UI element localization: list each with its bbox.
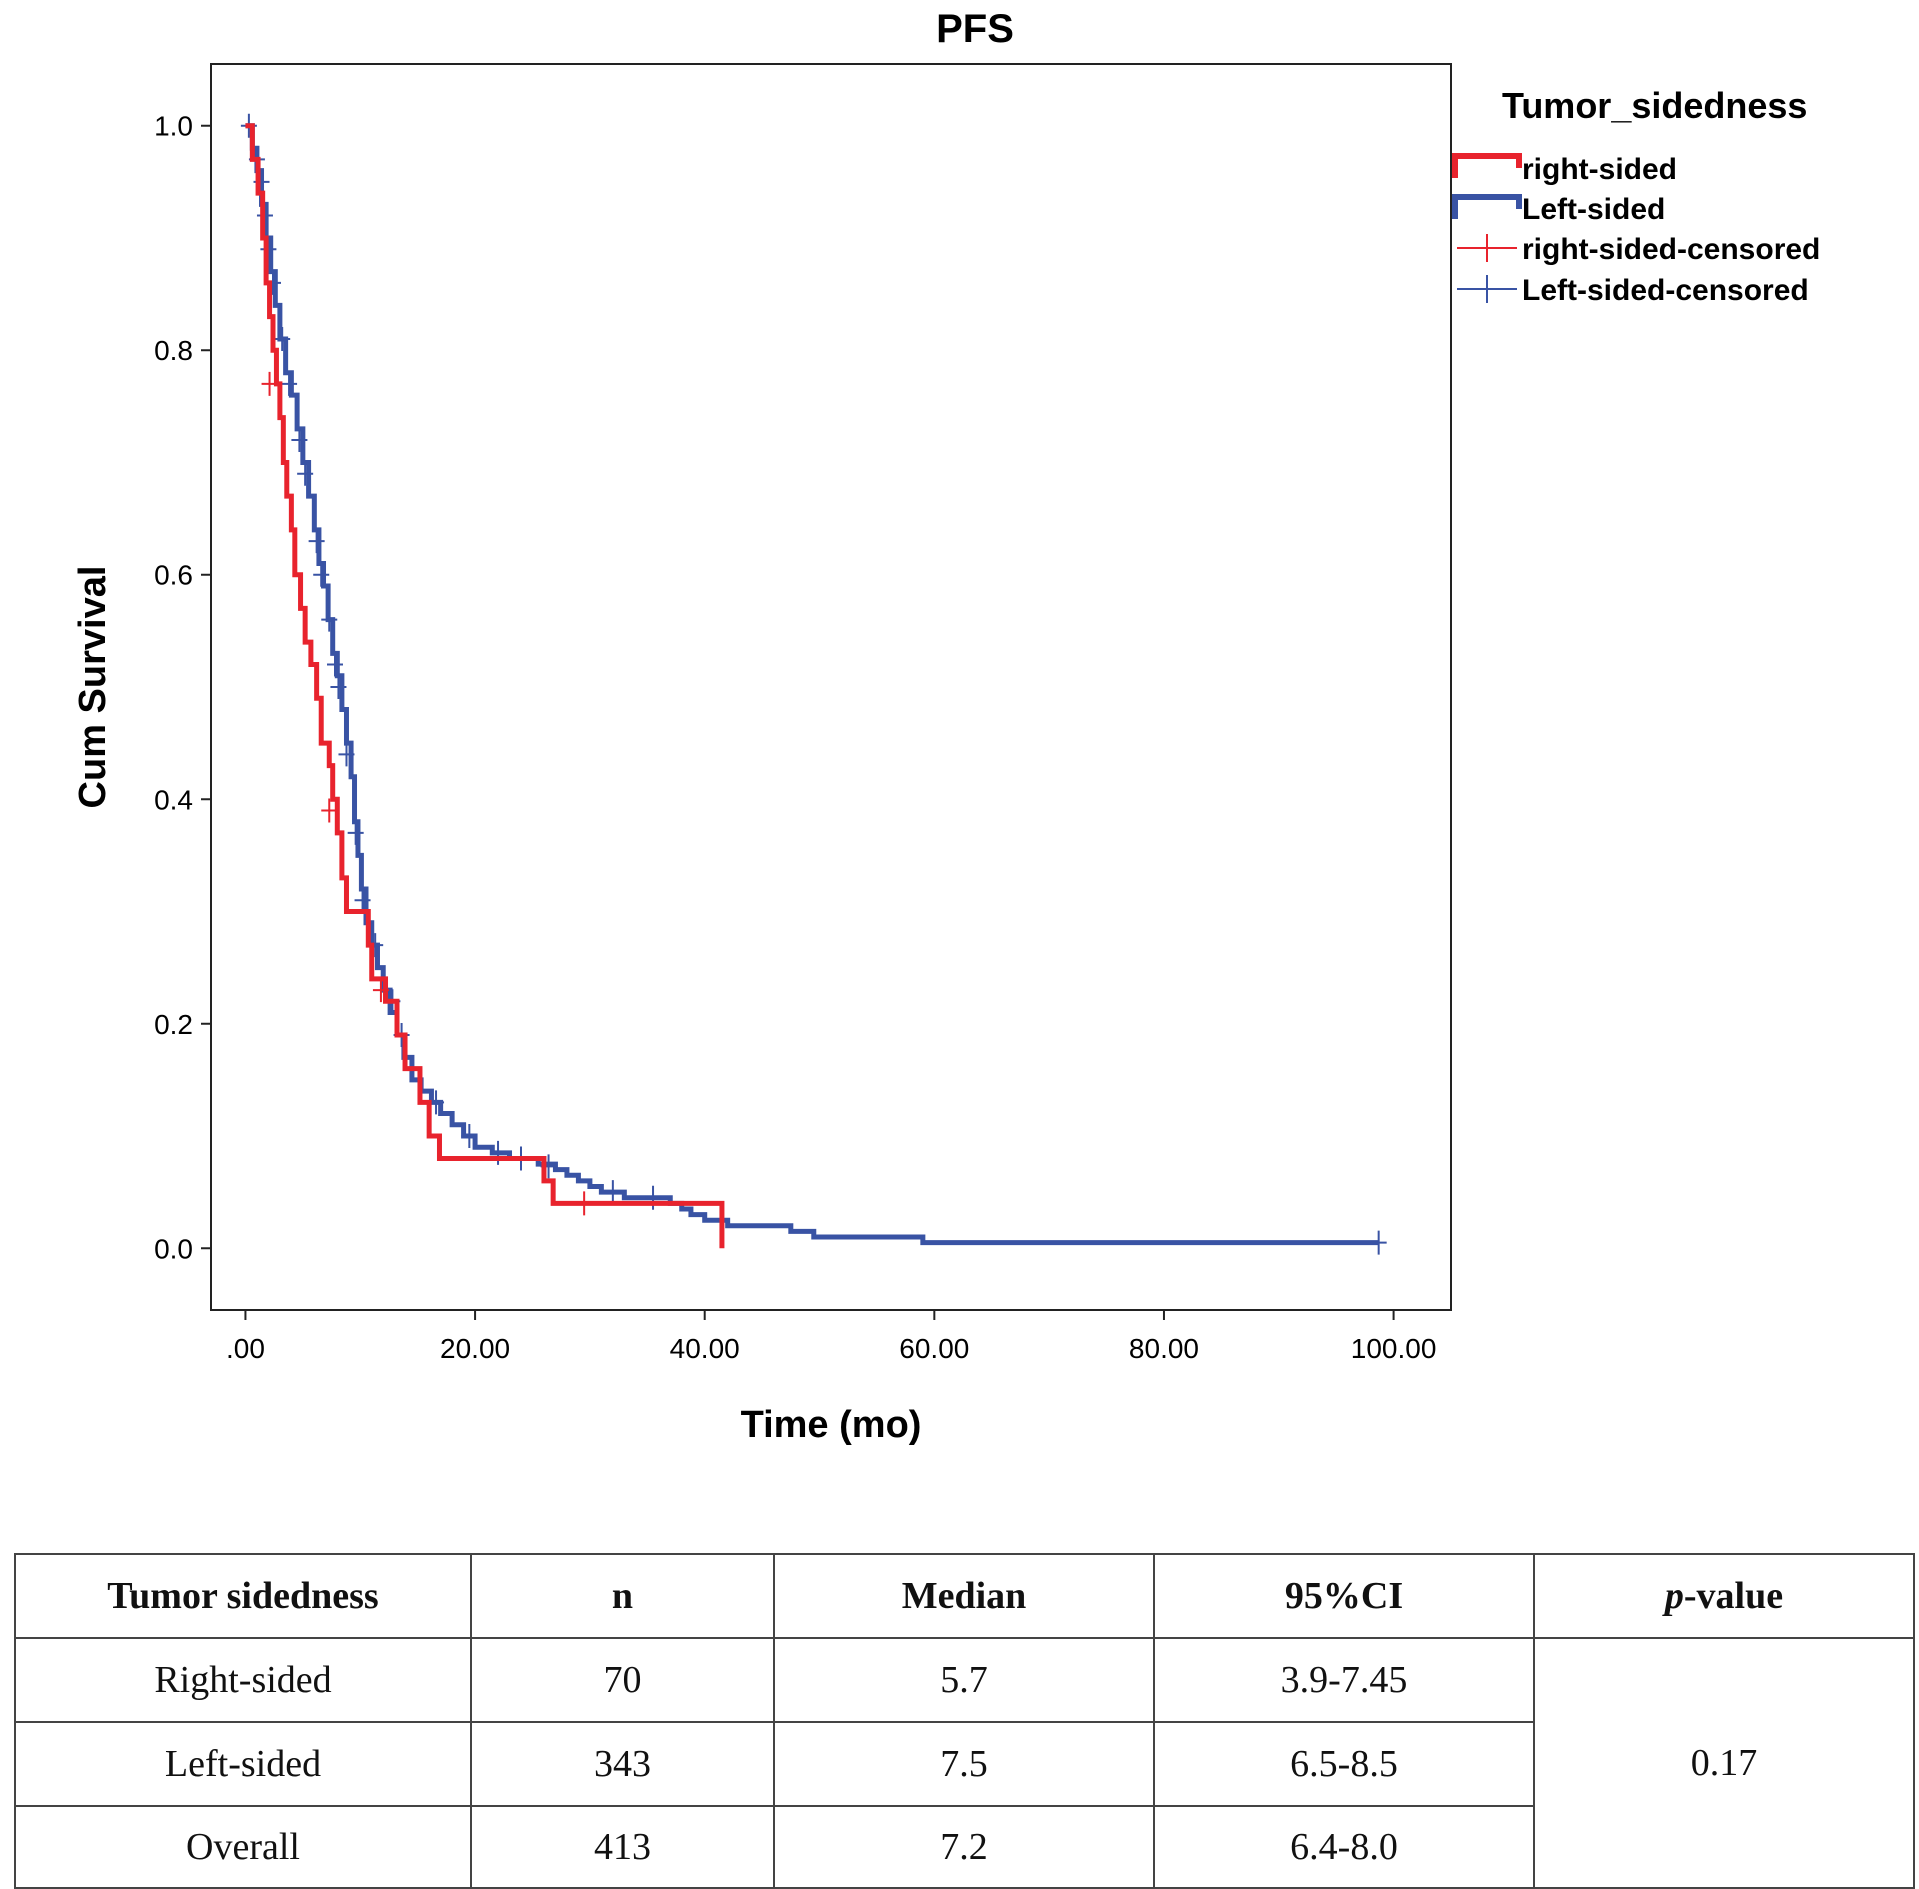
x-axis-label: Time (mo): [741, 1404, 922, 1446]
censor-mark-left-sided: [490, 1140, 507, 1165]
censor-mark-left-sided: [321, 607, 338, 632]
header-tumor-sidedness: Tumor sidedness: [14, 1553, 472, 1639]
censor-mark-left-sided: [274, 327, 291, 352]
legend-label-right-sided: right-sided: [1522, 153, 1677, 186]
cell-n: 70: [470, 1637, 775, 1723]
legend-label-right-censored: right-sided-censored: [1522, 233, 1820, 266]
cell-median: 5.7: [773, 1637, 1155, 1723]
y-tick-label: 0.4: [154, 784, 193, 815]
censor-mark-left-sided: [1370, 1230, 1387, 1255]
cell-ci: 6.4-8.0: [1153, 1805, 1535, 1889]
y-axis-label: Cum Survival: [72, 566, 114, 809]
cell-ci: 3.9-7.45: [1153, 1637, 1535, 1723]
censor-mark-left-sided: [354, 888, 371, 913]
cell-median: 7.5: [773, 1721, 1155, 1807]
cell-group: Overall: [14, 1805, 472, 1889]
x-tick-label: 100.00: [1351, 1333, 1437, 1364]
censor-mark-left-sided: [461, 1124, 478, 1149]
censor-mark-left-sided: [338, 742, 355, 767]
survival-curves: [240, 113, 1387, 1255]
censor-mark-left-sided: [291, 428, 308, 453]
censor-mark-left-sided: [308, 529, 325, 554]
cell-ci: 6.5-8.5: [1153, 1721, 1535, 1807]
x-tick-label: .00: [226, 1333, 265, 1364]
plot-frame: [210, 63, 1452, 1311]
censor-mark-right-sided: [372, 978, 389, 1003]
censor-mark-left-sided: [330, 675, 347, 699]
table-header-row: Tumor sidedness n Median 95%CI p-value: [14, 1553, 1915, 1639]
legend-label-left-sided: Left-sided: [1522, 193, 1665, 226]
legend-censor-mark-left: [1457, 275, 1517, 303]
header-p-value: p-value: [1533, 1553, 1915, 1639]
y-tick-label: 0.6: [154, 560, 193, 591]
cell-group: Right-sided: [14, 1637, 472, 1723]
censor-mark-left-sided: [327, 652, 343, 677]
y-tick-label: 0.0: [154, 1233, 193, 1264]
cell-n: 413: [470, 1805, 775, 1889]
legend-censor-mark-right: [1457, 234, 1517, 262]
curve-right-sided: [245, 123, 725, 1249]
censor-mark-left-sided: [281, 371, 298, 396]
summary-table: Tumor sidedness n Median 95%CI p-value R…: [14, 1553, 1915, 1889]
censor-mark-left-sided: [297, 461, 314, 486]
table-row: Overall 413 7.2 6.4-8.0: [14, 1805, 1914, 1889]
legend-label-left-censored: Left-sided-censored: [1522, 274, 1809, 307]
p-italic: p: [1664, 1575, 1684, 1617]
y-axis: 0.0 0.2 0.4 0.6 0.8 1.0: [154, 111, 211, 1264]
legend-swatch-right-sided: [1452, 153, 1522, 178]
y-tick-label: 0.2: [154, 1009, 193, 1040]
table-row: Right-sided 70 5.7 3.9-7.45 0.17: [14, 1637, 1915, 1889]
cell-group: Left-sided: [14, 1721, 472, 1807]
cell-n: 343: [470, 1721, 775, 1807]
censor-mark-right-sided: [321, 798, 338, 823]
x-tick-label: 40.00: [670, 1333, 740, 1364]
legend-title: Tumor_sidedness: [1502, 85, 1807, 126]
censor-mark-right-sided: [576, 1191, 593, 1216]
censor-mark-left-sided: [313, 562, 330, 587]
y-tick-label: 0.8: [154, 335, 193, 366]
header-median: Median: [773, 1553, 1155, 1639]
km-chart: PFS 0.0 0.2 0.4 0.6 0.8 1.0 .00 20.00 40.00 60.0…: [72, 7, 1820, 1446]
censor-mark-right-sided: [261, 371, 278, 396]
cell-median: 7.2: [773, 1805, 1155, 1889]
censor-mark-left-sided: [347, 820, 364, 845]
header-n: n: [470, 1553, 775, 1639]
table-row: Left-sided 343 7.5 6.5-8.5: [14, 1721, 1914, 1807]
y-tick-label: 1.0: [154, 111, 193, 142]
legend: Tumor_sidedness right-sided Left-sided r…: [1452, 85, 1820, 307]
p-value-suffix: -value: [1683, 1575, 1784, 1617]
cell-p-value: 0.17: [1533, 1637, 1915, 1889]
chart-title: PFS: [936, 7, 1014, 51]
censor-mark-left-sided: [645, 1185, 662, 1210]
curve-left-sided: [245, 123, 1379, 1246]
header-ci: 95%CI: [1153, 1553, 1535, 1639]
x-tick-label: 80.00: [1129, 1333, 1199, 1364]
x-tick-label: 20.00: [440, 1333, 510, 1364]
censor-mark-left-sided: [604, 1180, 621, 1205]
legend-swatch-left-sided: [1452, 194, 1522, 219]
x-tick-label: 60.00: [899, 1333, 969, 1364]
x-axis: .00 20.00 40.00 60.00 80.00 100.00: [226, 1310, 1436, 1364]
